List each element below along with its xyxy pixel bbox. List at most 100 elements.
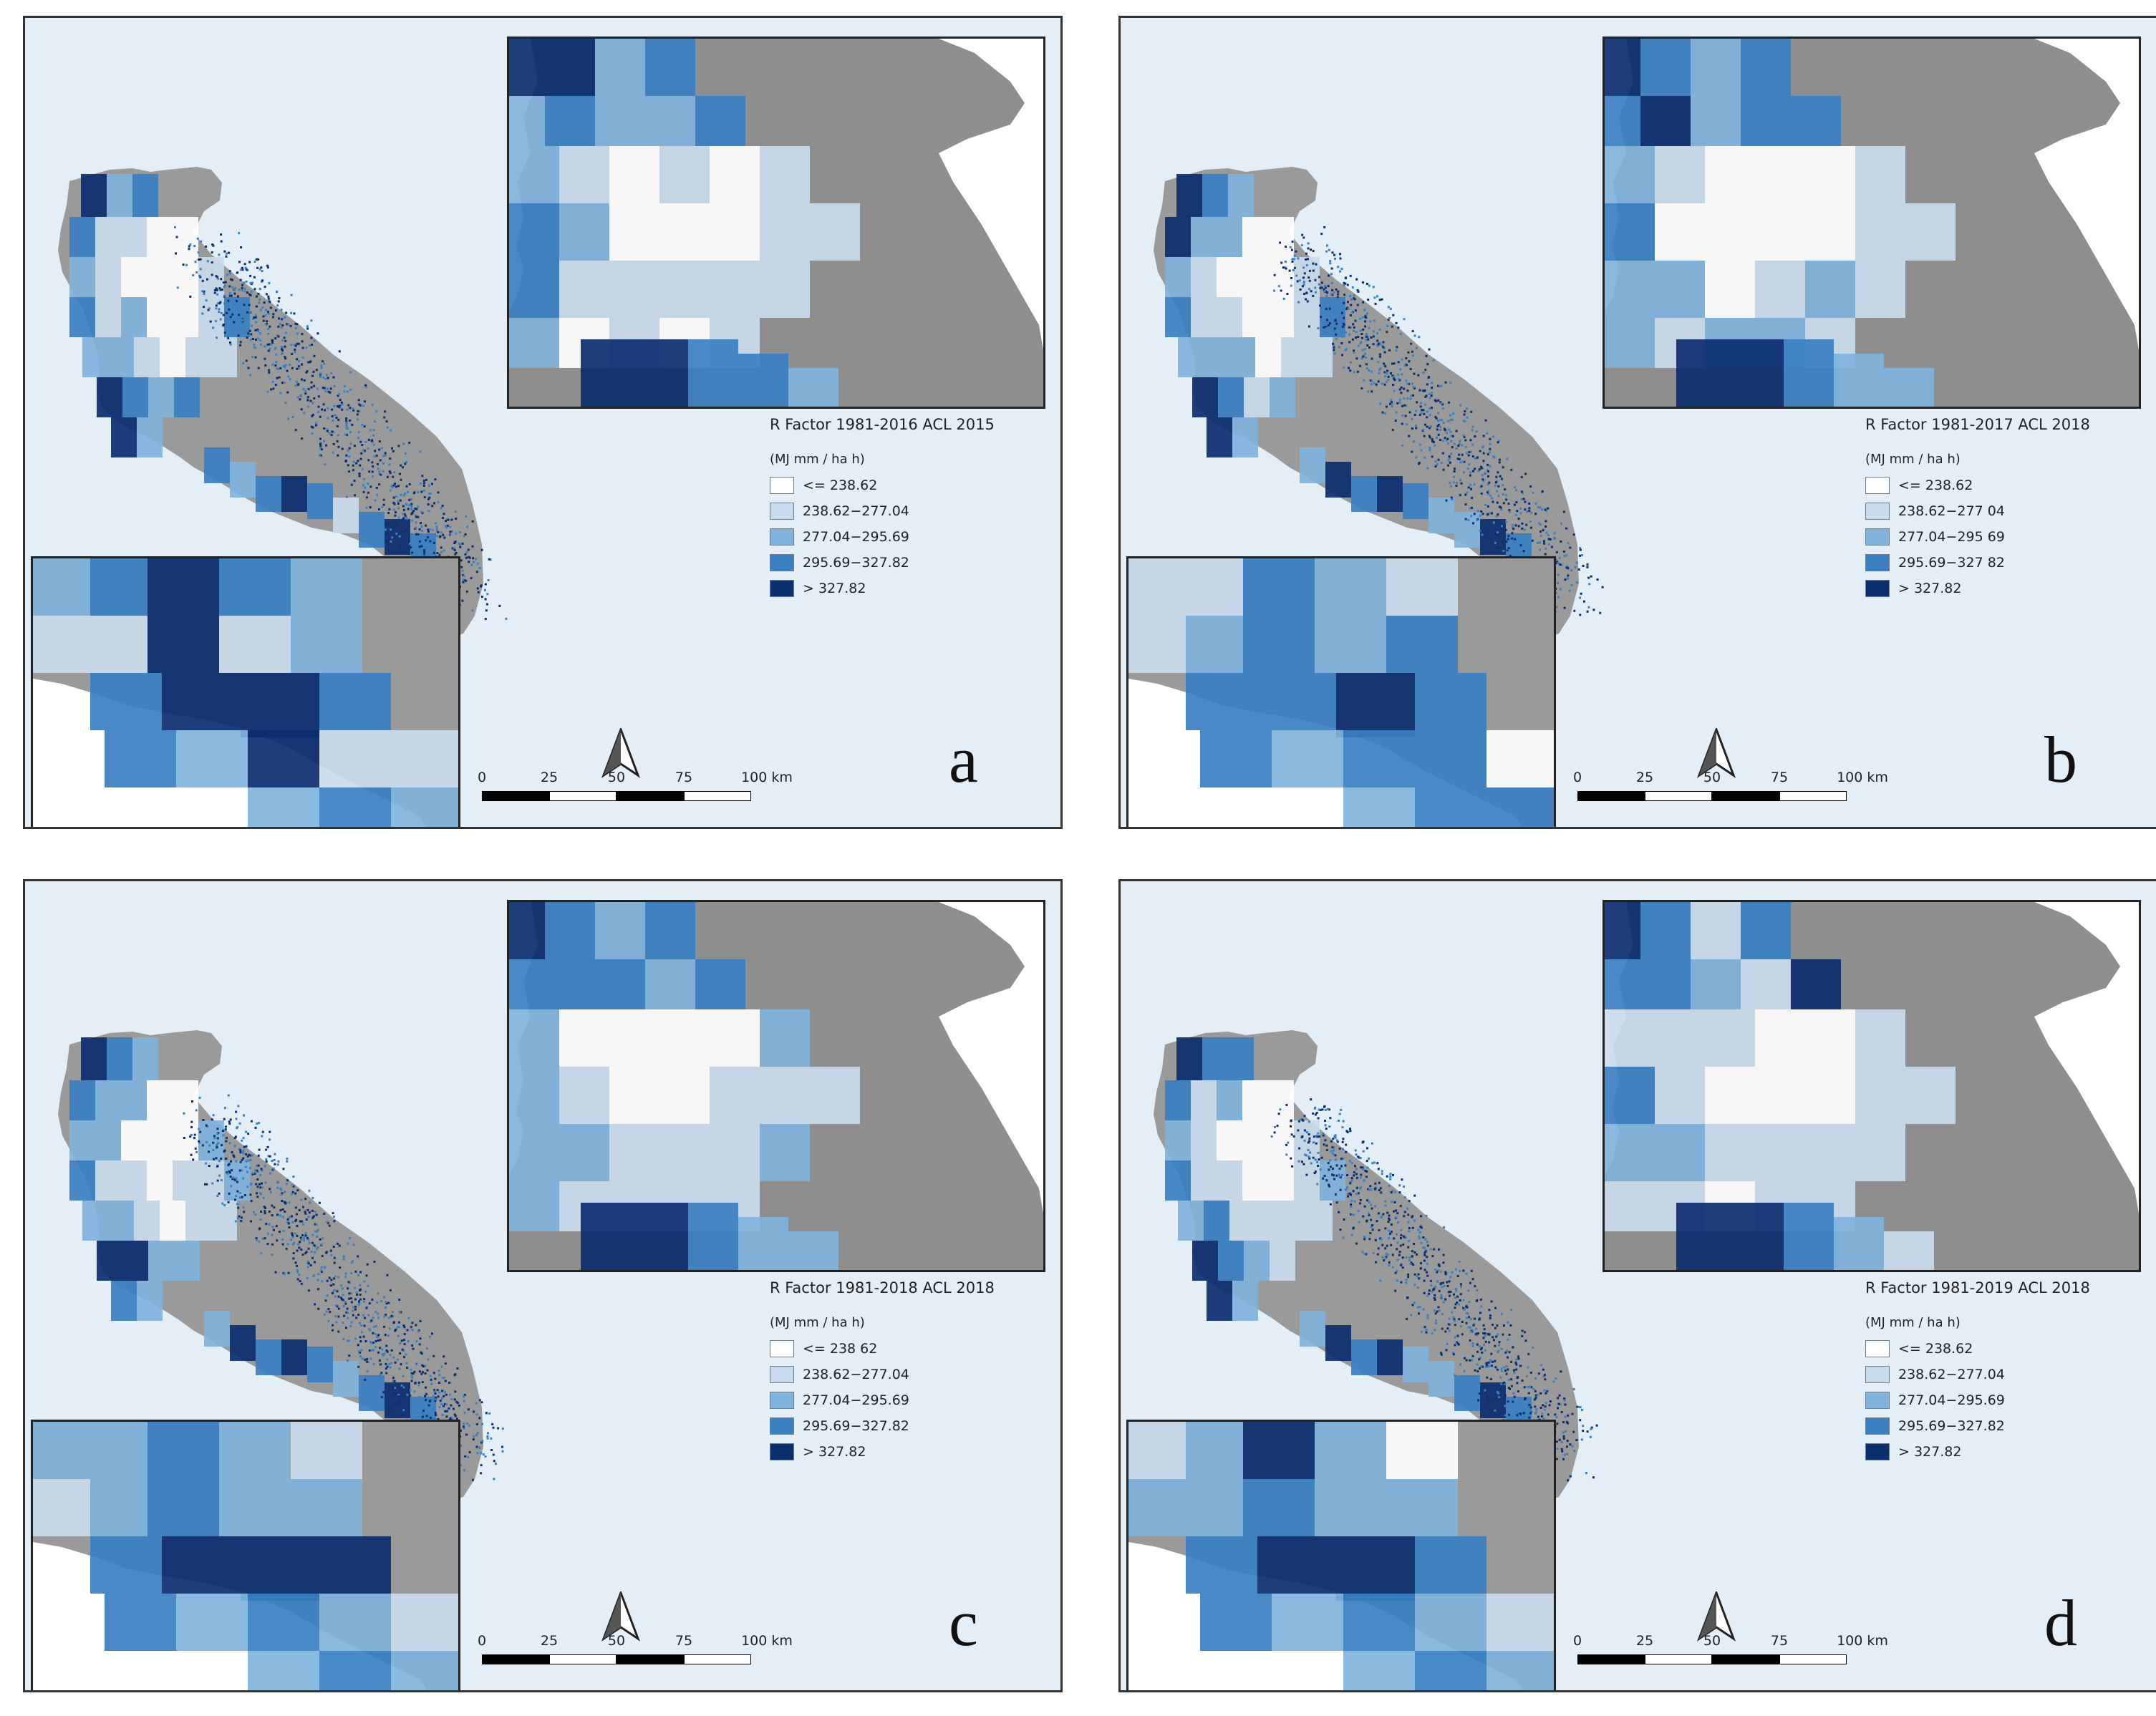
- raster-cell: [307, 483, 333, 519]
- speckle: [320, 1269, 323, 1271]
- speckle: [256, 1186, 259, 1188]
- speckle: [402, 517, 405, 520]
- speckle: [1434, 465, 1437, 468]
- speckle: [1447, 459, 1450, 462]
- speckle: [1527, 1385, 1529, 1388]
- speckle: [244, 299, 246, 302]
- speckle: [1397, 374, 1400, 376]
- speckle: [1418, 443, 1421, 446]
- speckle: [319, 372, 322, 375]
- speckle: [260, 1252, 263, 1255]
- speckle: [418, 1396, 421, 1398]
- speckle: [217, 1142, 220, 1145]
- speckle: [445, 1403, 448, 1406]
- speckle: [465, 551, 468, 553]
- speckle: [454, 1373, 457, 1376]
- speckle: [372, 434, 375, 437]
- speckle: [388, 1363, 391, 1365]
- speckle: [241, 283, 243, 286]
- speckle: [424, 1372, 427, 1375]
- speckle: [1426, 467, 1429, 470]
- speckle: [418, 546, 421, 548]
- speckle: [1572, 1388, 1575, 1391]
- legend-label: > 327.82: [803, 1444, 866, 1460]
- speckle: [1349, 369, 1352, 372]
- speckle: [311, 1196, 314, 1199]
- speckle: [404, 514, 407, 517]
- speckle: [226, 252, 228, 255]
- speckle: [238, 1191, 241, 1194]
- speckle: [366, 1370, 369, 1372]
- speckle: [1396, 1259, 1399, 1261]
- speckle: [1469, 507, 1471, 510]
- speckle: [405, 529, 407, 531]
- speckle: [1482, 452, 1485, 455]
- speckle: [1567, 1414, 1570, 1417]
- speckle: [1495, 515, 1498, 518]
- speckle: [389, 1289, 392, 1291]
- speckle: [1373, 1161, 1376, 1164]
- speckle: [1437, 1269, 1439, 1271]
- speckle: [1358, 1221, 1360, 1223]
- speckle: [257, 330, 260, 333]
- speckle: [345, 422, 348, 425]
- speckle: [1437, 384, 1439, 387]
- speckle: [300, 1238, 303, 1241]
- speckle: [1483, 1328, 1486, 1331]
- speckle: [420, 1351, 422, 1354]
- speckle: [1507, 503, 1510, 505]
- speckle: [311, 1216, 314, 1219]
- speckle: [1587, 576, 1590, 579]
- speckle: [1454, 1288, 1457, 1290]
- speckle: [1545, 525, 1547, 528]
- speckle: [1487, 1361, 1490, 1364]
- speckle: [244, 266, 247, 269]
- speckle: [374, 1333, 377, 1336]
- speckle: [451, 530, 453, 533]
- raster-cell: [219, 1479, 291, 1536]
- speckle: [1517, 525, 1520, 528]
- speckle: [198, 274, 201, 277]
- speckle: [278, 376, 281, 379]
- speckle: [403, 1343, 406, 1345]
- speckle: [1337, 293, 1340, 296]
- speckle: [1451, 418, 1454, 421]
- raster-cell: [659, 1124, 710, 1181]
- speckle: [276, 1213, 279, 1216]
- raster-cell: [1905, 203, 1956, 261]
- speckle: [1472, 1324, 1475, 1327]
- speckle: [455, 1417, 458, 1420]
- speckle: [235, 300, 238, 302]
- speckle: [1334, 1158, 1337, 1161]
- speckle: [275, 361, 278, 364]
- raster-cell: [1377, 476, 1403, 512]
- speckle: [1351, 338, 1354, 341]
- speckle: [1403, 364, 1406, 367]
- speckle: [228, 1170, 231, 1173]
- speckle: [397, 1393, 400, 1396]
- speckle: [1492, 500, 1494, 503]
- speckle: [1280, 261, 1283, 264]
- raster-cell: [659, 146, 710, 203]
- speckle: [333, 1256, 336, 1259]
- speckle: [1395, 1209, 1398, 1212]
- speckle: [1418, 389, 1421, 392]
- speckle: [1434, 1312, 1437, 1315]
- speckle: [427, 510, 430, 513]
- speckle: [256, 1170, 259, 1173]
- speckle: [294, 327, 297, 329]
- raster-cell: [659, 261, 710, 318]
- speckle: [1443, 1285, 1446, 1288]
- speckle: [1466, 467, 1469, 470]
- speckle: [1487, 490, 1490, 493]
- speckle: [314, 1230, 317, 1233]
- speckle: [1470, 410, 1473, 413]
- speckle: [286, 1243, 289, 1246]
- speckle: [299, 1280, 301, 1282]
- speckle: [421, 475, 424, 478]
- speckle: [1484, 531, 1487, 534]
- speckle: [437, 530, 440, 533]
- speckle: [1439, 419, 1441, 422]
- speckle: [1377, 1247, 1380, 1250]
- speckle: [398, 1326, 401, 1329]
